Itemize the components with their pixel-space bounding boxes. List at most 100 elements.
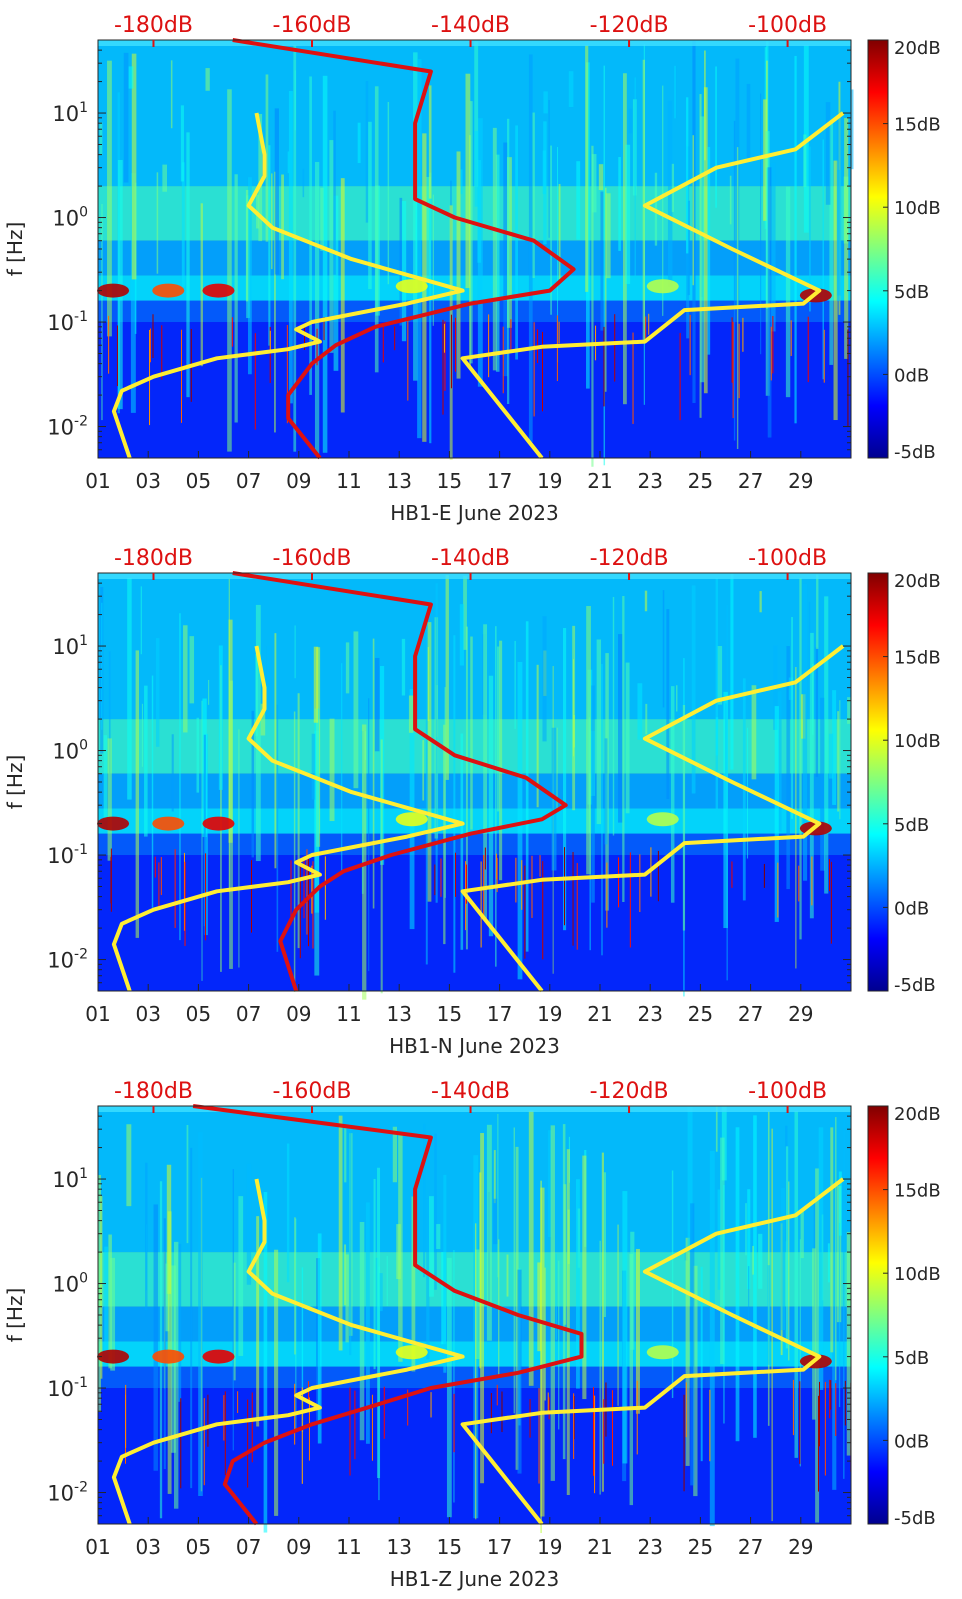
spectrogram-streak [401,200,407,342]
spectrogram-streak [475,1223,477,1520]
spectrogram-streak [746,727,749,859]
spectrogram-streak [830,1127,834,1353]
spectrogram-streak [128,66,134,89]
spectrogram-streak [618,634,623,823]
spectrogram-streak [162,164,168,192]
spectrogram-band [98,719,851,774]
x-tick-label: 09 [286,1002,311,1026]
spectrogram-streak [474,131,479,207]
x-axis-label: HB1-Z June 2023 [390,1567,560,1591]
spectrogram-streak [374,657,380,752]
spectrogram-streak [825,102,831,205]
spectrogram-streak [387,101,390,285]
series-line-1 [111,112,465,459]
spectrogram-streak [686,97,689,254]
spectrogram-streak [566,1149,570,1496]
spectrogram-streak [163,1218,166,1470]
spectrogram-streak [576,161,581,240]
x-tick-label: 13 [386,1002,411,1026]
spectrogram-streak [200,203,203,367]
spectrogram-streak [256,1216,260,1427]
spectrogram-streak [368,698,370,972]
x-tick-label: 03 [135,1002,160,1026]
series-line-2 [460,111,845,460]
spectrogram-streak [838,1222,841,1408]
x-tick-label: 25 [688,1002,713,1026]
spectrogram-streak [293,45,297,452]
spectrogram-streak [413,52,418,381]
spectrogram-streak [709,1150,715,1527]
spectrogram-streak [747,1189,751,1290]
spectrogram-streak [178,1243,182,1402]
spectrogram-streak [344,1244,347,1306]
x-tick-label: 07 [236,469,261,493]
top-tick-label: -160dB [273,546,352,571]
spectrogram-streak [528,1110,534,1386]
spectrogram-streak [314,708,320,913]
spectrogram-streak [791,617,793,819]
spectrogram-streak [730,573,734,770]
x-tick-label: 25 [688,1535,713,1559]
x-tick-label: 17 [487,1535,512,1559]
spectrogram-streak [820,697,825,871]
y-tick-label: 10-2 [47,1480,88,1506]
spectrogram-streak [274,1249,279,1516]
spectrogram-band [98,322,851,458]
spectrogram-streak [123,52,129,183]
spectrogram-streak [703,87,708,394]
spectrogram-streak [753,1115,757,1438]
spectrogram-streak [190,1147,193,1489]
spectrogram-streak [480,1133,485,1484]
spectrogram-streak [525,621,529,952]
spectrogram-streak [107,60,112,337]
spectrogram-streak [130,173,136,413]
x-tick-label: 27 [738,1002,763,1026]
series-line-3 [192,1104,584,1526]
spectrogram-streak [345,1254,349,1343]
spectrogram-streak [637,683,643,740]
spectrogram-image [97,573,851,1000]
spectrogram-streak [288,91,293,404]
spectrogram-streak [555,1253,557,1340]
spectrogram-streak [234,174,238,423]
spectrogram-streak [428,85,432,199]
spectrogram-streak [815,647,819,777]
spectrogram-streak [425,609,428,965]
spectrogram-streak [301,1267,304,1432]
x-tick-label: 25 [688,469,713,493]
spectrogram-streak [198,1132,203,1497]
x-tick-label: 23 [637,1002,662,1026]
spectrogram-streak [687,200,691,296]
spectrogram-hotspot [152,283,185,298]
x-tick-label: 05 [186,1535,211,1559]
spectrogram-streak [432,194,434,326]
x-tick-label: 07 [236,1535,261,1559]
y-tick-label: 101 [52,1166,88,1192]
spectrogram-hotspot [152,1349,185,1364]
spectrogram-streak [349,1121,352,1356]
spectrogram-streak [833,160,838,421]
spectrogram-streak [294,1217,296,1355]
spectrogram-streak [377,1167,381,1479]
panel-3: 01 03 05 07 09 11 13 15 17 19 21 23 25 27 29 HB1-Z June… [3,1079,941,1591]
spectrogram-streak [329,140,334,353]
spectrogram-streak [255,604,261,862]
top-tick-label: -160dB [273,13,352,38]
spectrogram-streak [843,1119,845,1479]
spectrogram-streak [183,625,188,733]
spectrogram-streak [322,75,328,453]
spectrogram-streak [586,606,591,875]
spectrogram-streak [550,145,552,315]
spectrogram-streak [700,1266,703,1462]
spectrogram-streak [495,154,500,372]
x-tick-label: 19 [537,1535,562,1559]
spectrogram-streak [205,68,210,91]
spectrogram-streak [483,624,488,919]
spectrogram-streak [233,1262,236,1381]
x-tick-label: 09 [286,1535,311,1559]
spectrogram-streak [809,146,811,312]
colorbar-tick-label: 20dB [894,38,941,59]
x-tick-label: 27 [738,469,763,493]
spectrogram-streak [100,1196,103,1379]
x-tick-label: 29 [788,1002,813,1026]
